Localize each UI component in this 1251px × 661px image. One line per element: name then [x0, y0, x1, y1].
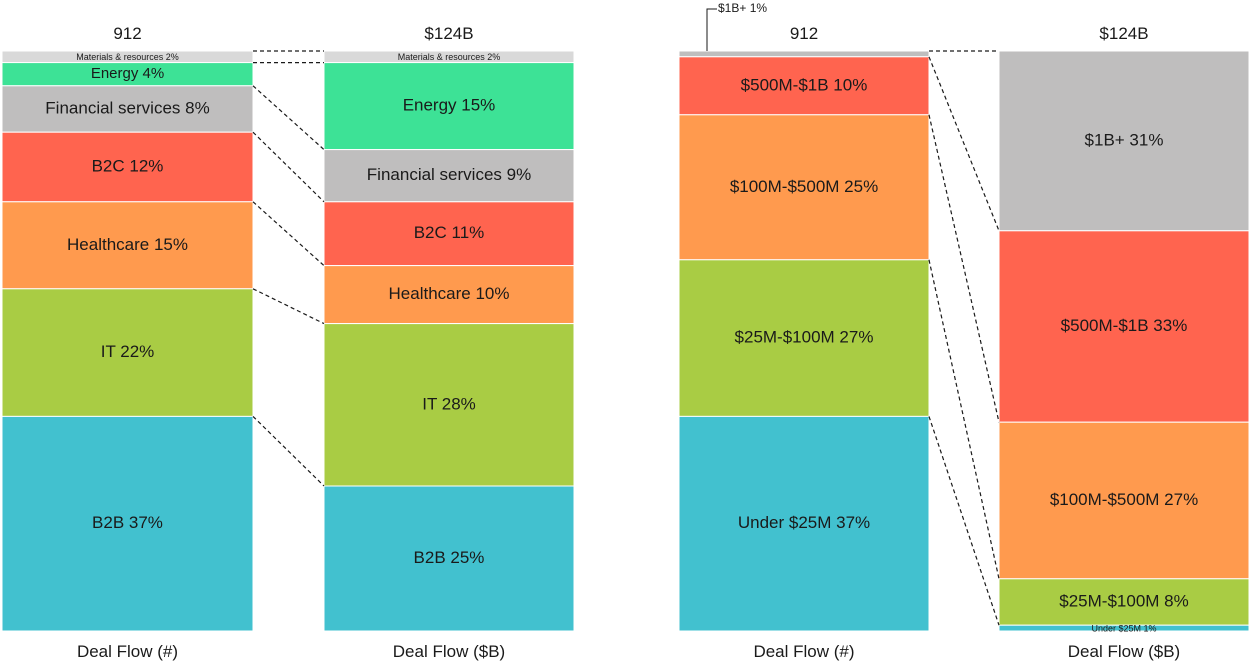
bar-segment [323, 485, 575, 632]
segment-label: B2B 37% [92, 513, 163, 532]
bar-total-label: $124B [424, 24, 473, 43]
bar-total-label: 912 [113, 24, 141, 43]
segment-label: $1B+ 31% [1085, 130, 1164, 149]
bar-segment [998, 578, 1250, 626]
segment-label: Energy 15% [403, 96, 496, 115]
segment-label: Financial services 8% [45, 98, 209, 117]
connector-line [252, 131, 325, 203]
segment-label: $25M-$100M 8% [1059, 591, 1188, 610]
bar-total-label: $124B [1099, 24, 1148, 43]
bar-segment [678, 259, 930, 417]
segment-label: $100M-$500M 25% [730, 177, 878, 196]
bar-segment [998, 421, 1250, 580]
segment-label: Materials & resources 2% [76, 52, 179, 62]
bar-category-label: Deal Flow ($B) [393, 642, 505, 661]
bar-segment [1, 85, 254, 133]
segment-label: IT 28% [422, 394, 476, 413]
bar-segment [998, 50, 1250, 232]
bar-segment [678, 415, 930, 632]
segment-label: Under $25M 1% [1091, 623, 1156, 633]
bar-segment [323, 265, 575, 325]
bar-segment [678, 56, 930, 116]
segment-label: $25M-$100M 27% [735, 328, 874, 347]
segment-label: $500M-$1B 33% [1061, 316, 1188, 335]
bar-segment [678, 114, 930, 261]
segment-label: Materials & resources 2% [398, 52, 501, 62]
chart-sector: Materials & resources 2% Energy 4% Financi… [1, 24, 575, 661]
segment-label: IT 22% [101, 342, 155, 361]
chart-deal-size: $1B+ 1% $500M-$1B 10% $100M-$500M 25% $25M-… [678, 1, 1250, 661]
connector-line [928, 56, 1000, 232]
bar-segment [1, 415, 254, 632]
bar-segment [1, 131, 254, 203]
bar-segment [323, 323, 575, 487]
segment-label: $500M-$1B 10% [741, 75, 868, 94]
bar-segment [998, 624, 1250, 632]
bar-segment [998, 230, 1250, 423]
segment-label: Energy 4% [91, 65, 164, 82]
segment-label: Healthcare 15% [67, 235, 188, 254]
segment-label: Financial services 9% [367, 165, 531, 184]
connector-line [928, 416, 1000, 626]
bar-category-label: Deal Flow ($B) [1068, 642, 1180, 661]
bar-category-label: Deal Flow (#) [753, 642, 854, 661]
callout-line [706, 8, 717, 51]
connector-line [252, 201, 325, 267]
connector-line [252, 288, 325, 325]
segment-label: B2B 25% [414, 548, 485, 567]
segment-label: $100M-$500M 27% [1050, 490, 1198, 509]
segment-label: B2C 12% [92, 156, 164, 175]
bar-category-label: Deal Flow (#) [77, 642, 178, 661]
segment-label: B2C 11% [414, 223, 485, 242]
segment-label: $1B+ 1% [718, 1, 767, 15]
segment-label: Healthcare 10% [389, 284, 510, 303]
segment-label: Under $25M 37% [738, 513, 870, 532]
bar-segment [323, 62, 575, 151]
connector-line [928, 114, 1000, 423]
connector-line [252, 415, 325, 487]
connector-line [928, 259, 1000, 579]
bar-segment [678, 50, 930, 58]
connector-line [252, 85, 325, 151]
bar-total-label: 912 [790, 24, 818, 43]
bar-segment [323, 201, 575, 267]
